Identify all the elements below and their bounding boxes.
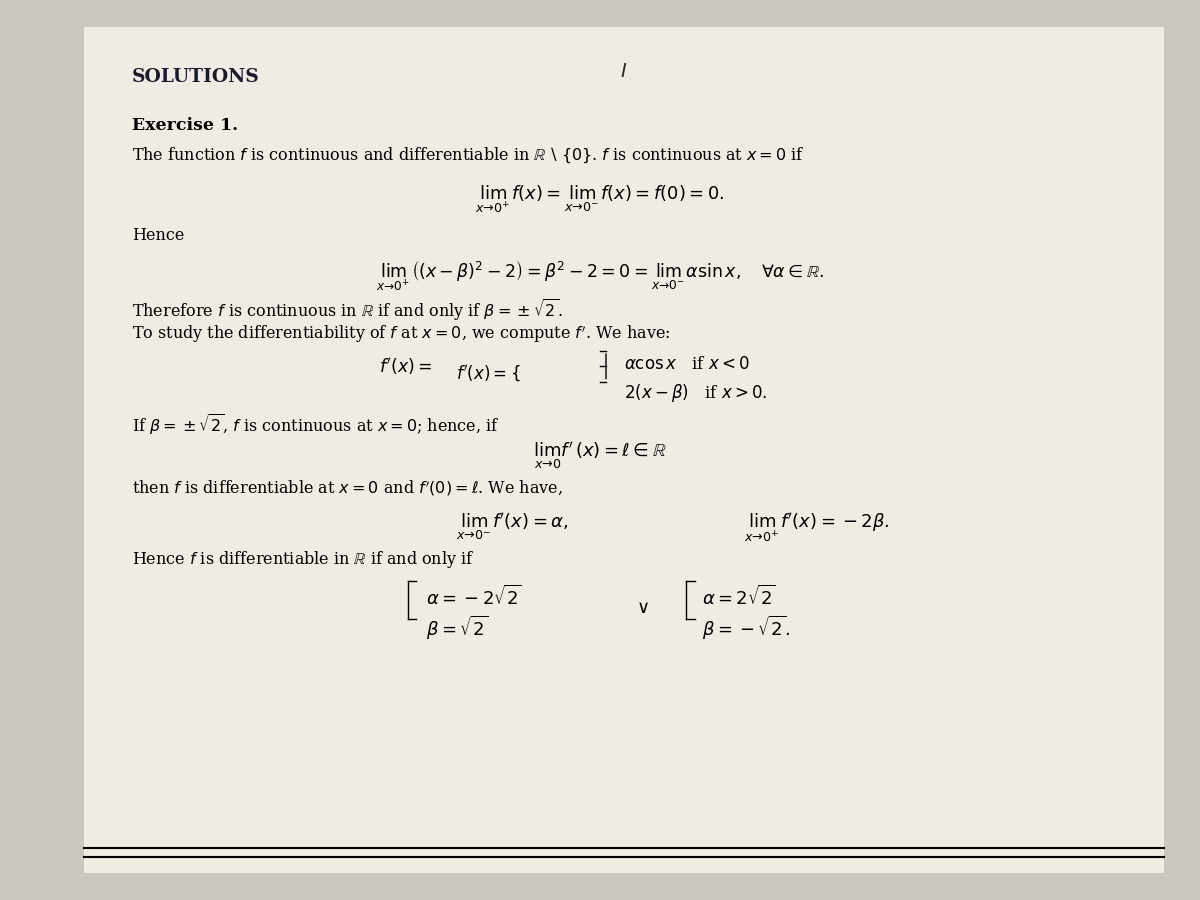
Text: $f'(x) = \{$: $f'(x) = \{$: [456, 364, 521, 384]
Text: Hence $f$ is differentiable in $\mathbb{R}$ if and only if: Hence $f$ is differentiable in $\mathbb{…: [132, 549, 474, 570]
Text: SOLUTIONS: SOLUTIONS: [132, 68, 259, 86]
Text: $f'(x) =$: $f'(x) =$: [379, 356, 432, 377]
Text: $\alpha\cos x$   if $x < 0$: $\alpha\cos x$ if $x < 0$: [624, 356, 750, 374]
Text: $\lim_{x\to 0^+} f(x) = \lim_{x\to 0^-} f(x) = f(0) = 0.$: $\lim_{x\to 0^+} f(x) = \lim_{x\to 0^-} …: [475, 184, 725, 215]
Text: If $\beta = \pm\sqrt{2}$, $f$ is continuous at $x=0$; hence, if: If $\beta = \pm\sqrt{2}$, $f$ is continu…: [132, 412, 499, 437]
Text: $\alpha = 2\sqrt{2}$: $\alpha = 2\sqrt{2}$: [702, 585, 776, 609]
Bar: [84, 27, 1164, 873]
Text: $\beta = \sqrt{2}$: $\beta = \sqrt{2}$: [426, 614, 488, 642]
Text: $\alpha = -2\sqrt{2}$: $\alpha = -2\sqrt{2}$: [426, 585, 522, 609]
Text: To study the differentiability of $f$ at $x=0$, we compute $f'$. We have:: To study the differentiability of $f$ at…: [132, 324, 671, 346]
Text: $\lim_{x\to 0^+}\left((x-\beta)^2 - 2\right) = \beta^2 - 2 = 0 = \lim_{x\to 0^-}: $\lim_{x\to 0^+}\left((x-\beta)^2 - 2\ri…: [376, 258, 824, 292]
Text: $\lim_{x\to 0^-} f'(x) = \alpha,$: $\lim_{x\to 0^-} f'(x) = \alpha,$: [456, 511, 569, 543]
Text: $\lim_{x\to 0^+} f'(x) = -2\beta.$: $\lim_{x\to 0^+} f'(x) = -2\beta.$: [744, 511, 889, 544]
Text: then $f$ is differentiable at $x=0$ and $f'(0) = \ell$. We have,: then $f$ is differentiable at $x=0$ and …: [132, 479, 563, 498]
Text: Hence: Hence: [132, 227, 185, 244]
Text: $\lim_{x\to 0} f'(x) = \ell\in\mathbb{R}$: $\lim_{x\to 0} f'(x) = \ell\in\mathbb{R}…: [533, 441, 667, 472]
Text: Exercise 1.: Exercise 1.: [132, 117, 238, 134]
Text: $2(x-\beta)$   if $x > 0.$: $2(x-\beta)$ if $x > 0.$: [624, 382, 767, 403]
Text: $\beta = -\sqrt{2}.$: $\beta = -\sqrt{2}.$: [702, 614, 790, 642]
Text: $\vee$: $\vee$: [636, 599, 648, 617]
Text: The function $f$ is continuous and differentiable in $\mathbb{R}\setminus\{0\}$.: The function $f$ is continuous and diffe…: [132, 146, 805, 166]
Text: Therefore $f$ is continuous in $\mathbb{R}$ if and only if $\beta = \pm\sqrt{2}$: Therefore $f$ is continuous in $\mathbb{…: [132, 297, 563, 323]
Text: $I$: $I$: [620, 63, 628, 81]
